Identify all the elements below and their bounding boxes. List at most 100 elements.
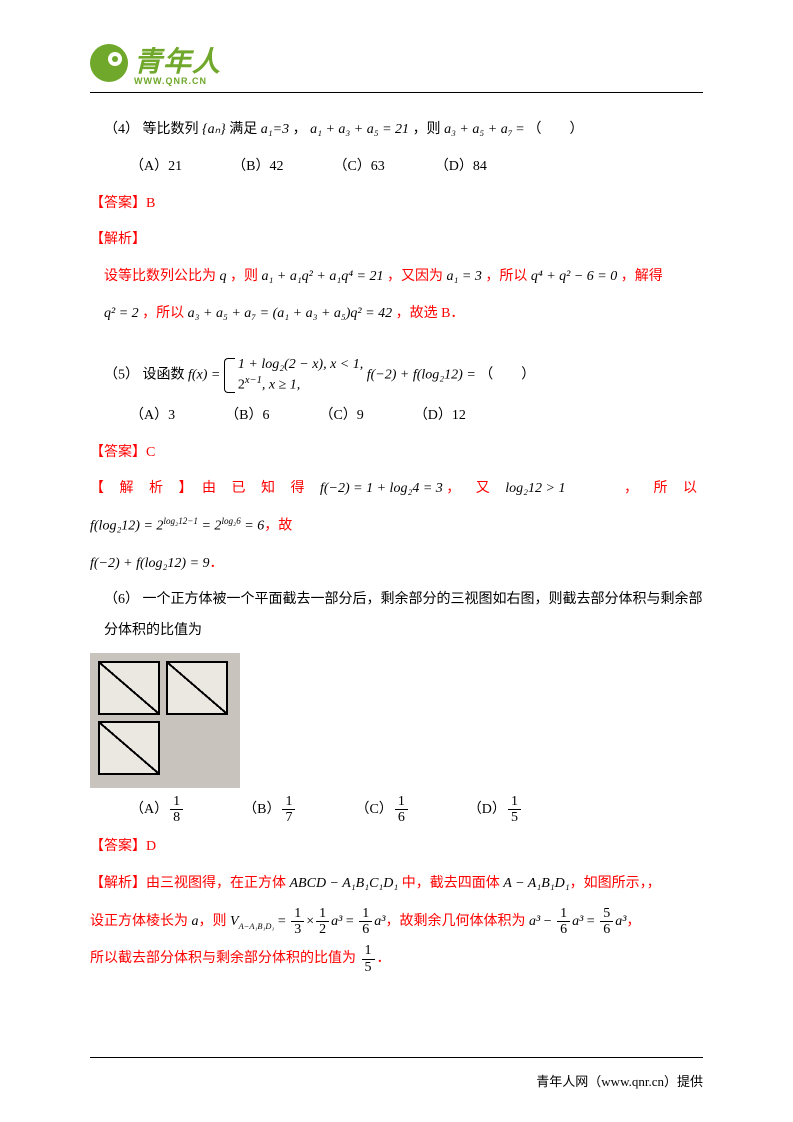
- q6D-n: 1: [508, 794, 521, 810]
- q6-e2a: 设正方体棱长为: [90, 914, 192, 929]
- q5-e1-eq2: log₂12 > 1: [505, 481, 565, 496]
- q6C-n: 1: [395, 794, 408, 810]
- q4-e1-eq1: a₁ + a₁q² + a₁q⁴ = 21: [262, 269, 384, 284]
- q4-seq: {aₙ}: [202, 122, 226, 137]
- q6-e1c: ，如图所示，，: [570, 876, 661, 891]
- q5-r2b: , x ≥ 1,: [262, 378, 300, 393]
- q6A-l: （A）: [130, 802, 168, 817]
- q4-e1-q: q: [220, 269, 227, 284]
- q4-e1-pre: 设等比数列公比为: [104, 269, 220, 284]
- q4-answer: 【答案】B: [90, 189, 703, 220]
- q6-f3d2: 6: [557, 922, 570, 937]
- q6-f5d: 5: [362, 960, 375, 975]
- logo-en: WWW.QNR.CN: [134, 76, 221, 86]
- q6-e2b: ，则: [199, 914, 231, 929]
- q5-pre: 设函数: [143, 368, 189, 383]
- q4-num: （4）: [104, 122, 139, 137]
- q5-answer: 【答案】C: [90, 438, 703, 469]
- q4-e1-m2: ，又因为: [387, 269, 447, 284]
- q6-e1a: 由三视图得，在正方体: [146, 876, 290, 891]
- q6-a3a: a³: [331, 914, 342, 929]
- q6D-d: 5: [508, 810, 521, 825]
- q6-options: （A）18 （B）17 （C）16 （D）15: [90, 794, 703, 826]
- q5-piecewise: 1 + log₂(2 − x), x < 1, 2x−1, x ≥ 1,: [224, 356, 363, 395]
- q5-e1-pre: 由 已 知 得: [202, 481, 320, 496]
- q5-e2c: = 6: [241, 519, 264, 534]
- top-rule: [90, 92, 703, 93]
- q6-three-view: [90, 653, 240, 788]
- q5-e1-eq1: f(−2) = 1 + log₂4 = 3: [320, 481, 443, 496]
- q6C-d: 6: [395, 810, 408, 825]
- header-logo: 青年人 WWW.QNR.CN: [90, 40, 703, 86]
- q4-pre: 等比数列: [143, 122, 203, 137]
- q5-e2exp1: log₂12−1: [163, 516, 198, 526]
- q5-r2a: 2: [238, 378, 245, 393]
- q5-ans-val: C: [146, 445, 155, 460]
- q6-f4d: 6: [600, 922, 613, 937]
- footer: 青年人网（www.qnr.cn）提供: [536, 1071, 703, 1090]
- q4-expl1: 设等比数列公比为 q ，则 a₁ + a₁q² + a₁q⁴ = 21 ，又因为…: [90, 262, 703, 293]
- q6-Vsub: A−A₁B₁D₁: [239, 921, 275, 930]
- q5-r2exp: x−1: [245, 375, 262, 386]
- q4-then: ，则: [413, 122, 441, 137]
- q4-e2-eq2: a₃ + a₅ + a₇ = (a₁ + a₃ + a₅)q² = 42: [188, 306, 392, 321]
- q4-sum2: a₃ + a₅ + a₇: [444, 122, 513, 137]
- q6-ans-val: D: [146, 839, 156, 854]
- q4-expl-label: 【解析】: [90, 225, 703, 256]
- q4-optC: （C）63: [333, 152, 384, 183]
- q5-num: （5）: [104, 368, 139, 383]
- q6-expl3: 所以截去部分体积与剩余部分体积的比值为 15．: [90, 943, 703, 975]
- q6-text: 一个正方体被一个平面截去一部分后，剩余部分的三视图如右图，则截去部分体积与剩余部…: [104, 592, 703, 638]
- tv-row1: [98, 661, 232, 715]
- q6-ans-label: 【答案】: [90, 839, 146, 854]
- q6-f3n2: 1: [557, 906, 570, 922]
- q6-answer: 【答案】D: [90, 832, 703, 863]
- q6-e3b: ．: [377, 952, 391, 967]
- q6-e2var: a: [192, 914, 199, 929]
- q6B-l: （B）: [243, 802, 280, 817]
- q6-f4n: 5: [600, 906, 613, 922]
- q5-e2a: f(log₂12) = 2: [90, 519, 163, 534]
- q6-eq2: =: [342, 914, 357, 929]
- q5-f: f(x) =: [188, 368, 224, 383]
- q6A-n: 1: [170, 794, 183, 810]
- q4-sum1: a₁ + a₃ + a₅ = 21: [310, 122, 409, 137]
- q5-e3: f(−2) + f(log₂12) = 9: [90, 556, 210, 571]
- q5-options: （A）3 （B）6 （C）9 （D）12: [90, 401, 703, 432]
- tv-side: [166, 661, 228, 715]
- q5-e1-t: ， 所 以: [624, 474, 703, 505]
- q4-expl2: q² = 2 ，所以 a₃ + a₅ + a₇ = (a₁ + a₃ + a₅)…: [90, 299, 703, 330]
- logo-text: 青年人 WWW.QNR.CN: [134, 40, 221, 86]
- q5-optC: （C）9: [319, 401, 363, 432]
- q5-pw-r2: 2x−1, x ≥ 1,: [238, 374, 363, 395]
- q6-a3e: a³: [615, 914, 626, 929]
- q5-stem: （5） 设函数 f(x) = 1 + log₂(2 − x), x < 1, 2…: [90, 356, 703, 395]
- q4-c1: ，: [293, 122, 307, 137]
- q5-expl-label: 【 解 析 】: [90, 481, 199, 496]
- q6-a3b: a³: [374, 914, 385, 929]
- q4-e1-m1: ，则: [230, 269, 262, 284]
- q4-e2-t: ，故选 B．: [396, 306, 465, 321]
- q4-e1-t: ，解得: [621, 269, 663, 284]
- q6-expl1: 【解析】由三视图得，在正方体 ABCD − A₁B₁C₁D₁ 中，截去四面体 A…: [90, 869, 703, 900]
- q5-e1-m: ， 又: [446, 481, 505, 496]
- q4-options: （A）21 （B）42 （C）63 （D）84: [90, 152, 703, 183]
- q6-expl-label: 【解析】: [90, 876, 146, 891]
- logo-icon: [90, 44, 128, 82]
- q5-paren: （ ）: [479, 368, 535, 383]
- q5-pw-r1: 1 + log₂(2 − x), x < 1,: [238, 356, 363, 374]
- q4-optA: （A）21: [130, 152, 182, 183]
- q6-eq3: =: [583, 914, 598, 929]
- q4-optD: （D）84: [435, 152, 487, 183]
- tv-front: [98, 661, 160, 715]
- q6-f2n: 1: [316, 906, 329, 922]
- q6-cube: ABCD − A₁B₁C₁D₁: [290, 876, 399, 891]
- q6A-d: 8: [170, 810, 183, 825]
- q5-expl3: f(−2) + f(log₂12) = 9．: [90, 549, 703, 580]
- q6-optD: （D）15: [468, 794, 523, 826]
- q6D-l: （D）: [468, 802, 506, 817]
- q4-e1-m3: ，所以: [485, 269, 531, 284]
- q6-x1: ×: [306, 914, 314, 929]
- q6-e2t: ，: [626, 914, 640, 929]
- q6-min: −: [540, 914, 555, 929]
